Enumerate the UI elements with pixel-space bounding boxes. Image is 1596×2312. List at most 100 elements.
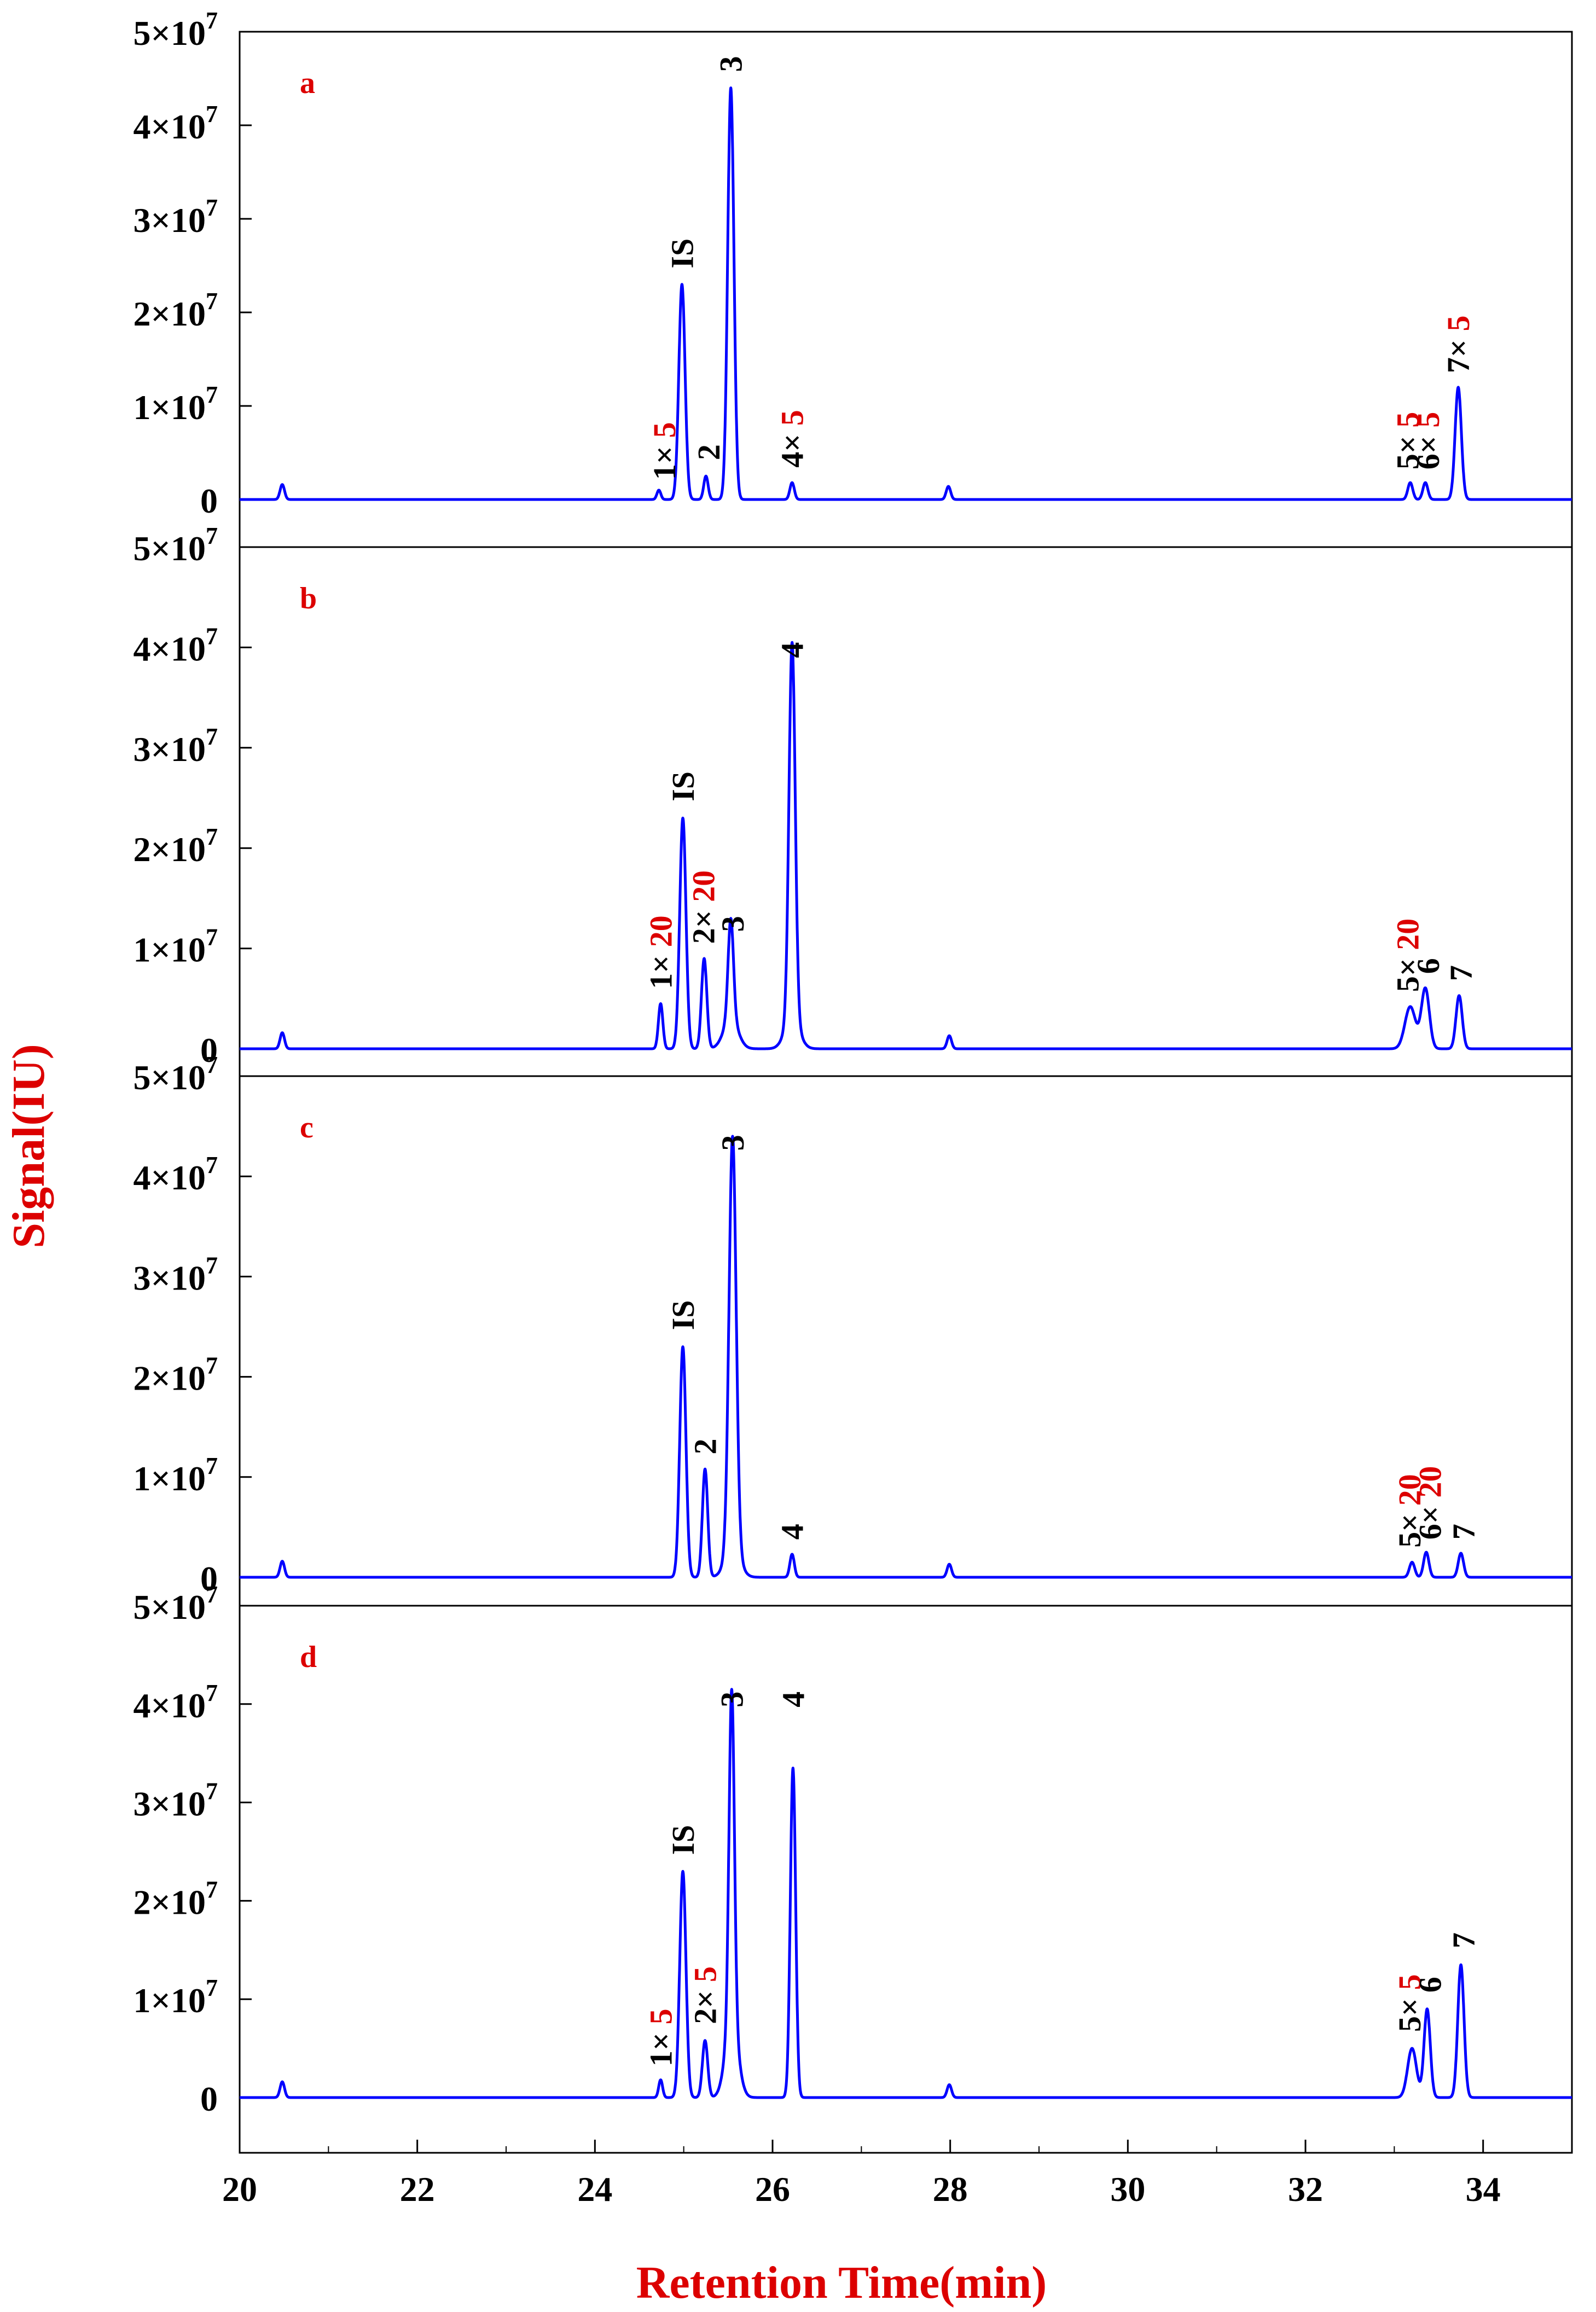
chromatogram-trace xyxy=(238,1688,1574,2099)
x-tick-label: 30 xyxy=(1110,2170,1145,2209)
peak-point xyxy=(791,1018,793,1020)
y-tick-label: 5×107 xyxy=(134,522,218,568)
peak-point xyxy=(730,1018,732,1020)
panel-letter: b xyxy=(300,582,317,615)
peak-label: 3 xyxy=(715,916,751,932)
x-tick-label: 26 xyxy=(755,2170,790,2209)
y-tick-label: 2×107 xyxy=(134,1876,218,1921)
panel-frame xyxy=(239,1605,1573,2154)
peak-label: IS xyxy=(665,1825,701,1855)
peak-label: 3 xyxy=(715,1135,751,1151)
peak-point xyxy=(791,481,793,484)
shared-x-axis: 20 22 24 26 28 30 32 34 xyxy=(222,2140,1501,2209)
panel-c: 0 1×107 2×107 3×107 4×107 5×107 c IS 2 3 4 5× 206× … xyxy=(134,1052,1574,1607)
peak-point xyxy=(1457,386,1459,388)
peak-label: 1× 5 xyxy=(647,422,682,480)
y-tick-label: 2×107 xyxy=(134,1352,218,1398)
peak-point xyxy=(682,1870,684,1872)
y-tick-label: 1×107 xyxy=(134,924,218,969)
peak-point xyxy=(704,2040,706,2042)
peak-point xyxy=(1409,1006,1412,1008)
panel-frame xyxy=(239,546,1573,1077)
peak-point xyxy=(1424,481,1426,484)
peak-label: 5× 20 xyxy=(1390,919,1426,992)
y-tick-label: 4×107 xyxy=(134,623,218,668)
panel-d: 0 1×107 2×107 3×107 4×107 5×107 d 1× 5 IS 2× 5 3 4 5… xyxy=(134,1581,1574,2154)
panel-a: 0 1×107 2×107 3×107 4×107 5×107 a 1× 5 IS 2 3 4× 5 5… xyxy=(134,7,1574,548)
peak-point xyxy=(791,671,793,673)
peak-point xyxy=(732,1165,734,1167)
peak-label: 1× 5 xyxy=(643,2009,679,2067)
panel-letter: d xyxy=(300,1640,317,1674)
y-tick-label: 3×107 xyxy=(134,194,218,240)
peak-point xyxy=(704,1468,706,1470)
y-tick-label: 1×107 xyxy=(134,1453,218,1498)
y-tick-label: 2×107 xyxy=(134,823,218,869)
peak-label: 2× 5 xyxy=(688,1966,723,2024)
x-axis-label: Retention Time(min) xyxy=(636,2257,1047,2308)
peak-label: IS xyxy=(664,239,700,269)
peak-label: 4× 5 xyxy=(775,410,810,468)
peak-point xyxy=(1409,481,1412,484)
x-tick-label: 20 xyxy=(222,2170,257,2209)
peak-point xyxy=(681,283,683,286)
peak-label: 2 xyxy=(691,444,727,460)
x-tick-label: 24 xyxy=(577,2170,612,2209)
peak-label: 4 xyxy=(775,642,810,658)
x-tick-label: 34 xyxy=(1466,2170,1501,2209)
peak-label: 5× 20 xyxy=(1392,1474,1427,1548)
chromatogram-trace xyxy=(238,86,1574,501)
peak-label: IS xyxy=(665,771,701,801)
peak-label: 1× 20 xyxy=(643,915,679,989)
peak-label: 7 xyxy=(1446,1932,1482,1948)
panel-letter: c xyxy=(300,1111,314,1145)
peak-label: 4 xyxy=(775,1524,810,1540)
peak-point xyxy=(682,1346,684,1348)
panel-b: 0 1×107 2×107 3×107 4×107 5×107 b 1× 20 IS 2× 203… xyxy=(134,522,1574,1077)
peak-point xyxy=(948,2084,950,2086)
y-tick-label: 5×107 xyxy=(134,7,218,53)
peak-label: 3 xyxy=(713,56,749,72)
y-tick-label: 4×107 xyxy=(134,1680,218,1725)
x-tick-label: 32 xyxy=(1288,2170,1323,2209)
peak-point xyxy=(682,817,684,819)
y-tick-label: 3×107 xyxy=(134,723,218,769)
peak-label: 2× 20 xyxy=(686,870,721,944)
peak-point xyxy=(659,2079,661,2081)
peak-label: 3 xyxy=(714,1692,750,1707)
peak-point xyxy=(658,489,660,491)
peak-point xyxy=(281,484,283,486)
peak-label: IS xyxy=(665,1300,701,1330)
panel-letter: a xyxy=(300,66,315,100)
x-tick-label: 28 xyxy=(933,2170,968,2209)
peak-point xyxy=(947,485,949,487)
peak-label: 6 xyxy=(1412,1977,1448,1992)
y-tick-label: 0 xyxy=(200,1031,218,1070)
peak-point xyxy=(281,1560,283,1562)
peak-point xyxy=(730,87,732,89)
panel-frame xyxy=(239,1075,1573,1607)
peak-label: 5× 5 xyxy=(1390,412,1426,470)
peak-point xyxy=(1411,2047,1413,2049)
peak-point xyxy=(1411,1561,1413,1564)
peak-point xyxy=(791,1553,793,1555)
y-tick-label: 2×107 xyxy=(134,288,218,333)
peak-point xyxy=(1460,1964,1462,1966)
peak-point xyxy=(1425,1551,1427,1553)
peak-label: 7 xyxy=(1443,965,1479,981)
y-tick-label: 3×107 xyxy=(134,1252,218,1297)
peak-label: 4 xyxy=(775,1692,811,1707)
peak-label: 7× 5 xyxy=(1441,316,1476,374)
peak-label: 2 xyxy=(688,1439,723,1455)
peak-point xyxy=(948,1563,950,1565)
x-tick-label: 22 xyxy=(400,2170,435,2209)
peak-point xyxy=(705,475,707,477)
peak-point xyxy=(730,948,732,950)
y-tick-label: 5×107 xyxy=(134,1581,218,1626)
y-tick-label: 1×107 xyxy=(134,1974,218,2020)
y-tick-label: 4×107 xyxy=(134,101,218,146)
chromatogram-trace xyxy=(238,1135,1574,1579)
peak-point xyxy=(1458,995,1460,997)
y-tick-label: 4×107 xyxy=(134,1152,218,1197)
y-tick-label: 0 xyxy=(200,2079,218,2118)
